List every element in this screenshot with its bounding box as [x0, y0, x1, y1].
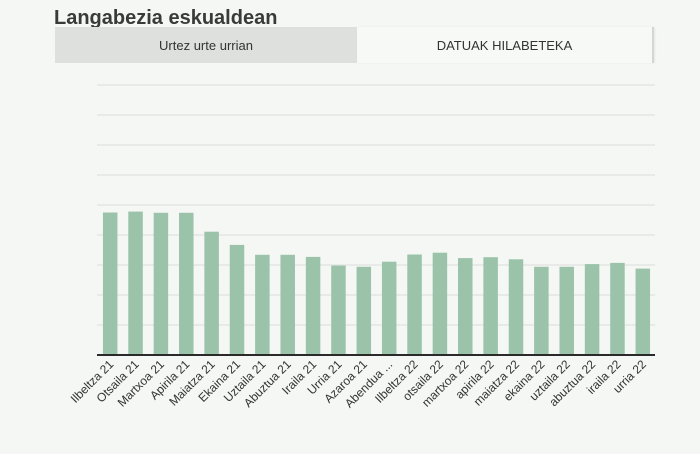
bar-chart: Ilbeltza 21 Otsaila 21 Martxoa 21 Apirila 2…	[0, 63, 700, 454]
bar[interactable]	[255, 254, 270, 355]
tab-yearly-october[interactable]: Urtez urte urrian	[55, 27, 357, 63]
bar[interactable]	[381, 261, 397, 355]
bar[interactable]	[153, 212, 169, 355]
page-title: Langabezia eskualdean	[54, 7, 278, 29]
bar[interactable]	[305, 256, 321, 355]
bar[interactable]	[458, 258, 473, 355]
bar[interactable]	[635, 268, 651, 355]
bar[interactable]	[204, 231, 219, 355]
tab-monthly-data[interactable]: DATUAK HILABETEKA	[357, 27, 654, 63]
bar[interactable]	[229, 244, 245, 355]
bar[interactable]	[508, 259, 524, 355]
tab-bar: Urtez urte urrian DATUAK HILABETEKA	[55, 27, 654, 63]
bar[interactable]	[331, 265, 346, 355]
bar[interactable]	[483, 257, 498, 355]
bar[interactable]	[128, 211, 143, 355]
bar[interactable]	[610, 262, 625, 355]
bar[interactable]	[179, 212, 194, 355]
bar[interactable]	[534, 266, 549, 355]
bar[interactable]	[559, 266, 574, 355]
bar[interactable]	[280, 254, 295, 355]
bar[interactable]	[432, 252, 448, 355]
bar[interactable]	[407, 254, 422, 356]
bar[interactable]	[584, 264, 600, 355]
bar[interactable]	[102, 212, 118, 356]
bars	[102, 211, 651, 356]
gridlines	[97, 84, 655, 326]
bar[interactable]	[356, 266, 372, 355]
